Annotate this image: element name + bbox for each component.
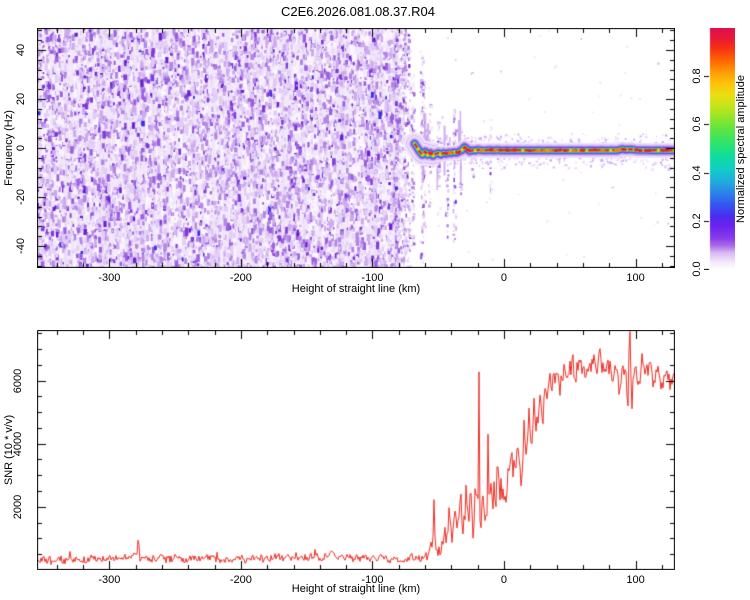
spectrogram-x-tick-label: -200	[229, 272, 252, 284]
colorbar-title: Normalized spectral amplitude	[735, 75, 747, 223]
snr-x-axis-title: Height of straight line (km)	[291, 583, 421, 595]
snr-x-tick-label: 100	[626, 574, 645, 586]
spectrogram-plot	[37, 28, 675, 268]
colorbar-tick-label: 0.6	[691, 116, 703, 133]
page-title: C2E6.2026.081.08.37.R04	[281, 4, 435, 19]
colorbar-tick-label: 0.8	[691, 68, 703, 84]
colorbar	[704, 28, 735, 270]
spectrogram-x-tick-label: -100	[361, 272, 384, 284]
spectrogram-x-tick-label: -300	[98, 272, 121, 284]
snr-y-tick-label: 2000	[12, 494, 24, 520]
colorbar-tick-label: 0.0	[691, 261, 703, 277]
spectrogram-y-tick-label: 20	[15, 92, 27, 106]
spectrogram-y-axis-title: Frequency (Hz)	[3, 110, 15, 186]
snr-y-tick-label: 6000	[12, 368, 24, 393]
snr-y-tick-label: 4000	[12, 431, 24, 456]
colorbar-tick-label: 0.4	[691, 164, 703, 181]
snr-x-tick-label: -100	[361, 574, 384, 586]
snr-x-tick-label: -300	[98, 574, 121, 586]
spectrogram-y-tick-label: -20	[15, 189, 27, 205]
colorbar-tick-label: 0.2	[691, 213, 703, 229]
snr-x-tick-label: 0	[500, 574, 508, 586]
spectrogram-y-tick-label: 0	[15, 144, 27, 152]
snr-plot	[37, 330, 675, 570]
spectrogram-y-tick-label: 40	[15, 43, 27, 57]
spectrogram-x-tick-label: 100	[626, 272, 645, 284]
spectrogram-x-tick-label: 0	[500, 272, 508, 284]
snr-x-tick-label: -200	[229, 574, 252, 586]
spectrogram-y-tick-label: -40	[15, 238, 27, 254]
spectrogram-x-axis-title: Height of straight line (km)	[291, 283, 421, 295]
